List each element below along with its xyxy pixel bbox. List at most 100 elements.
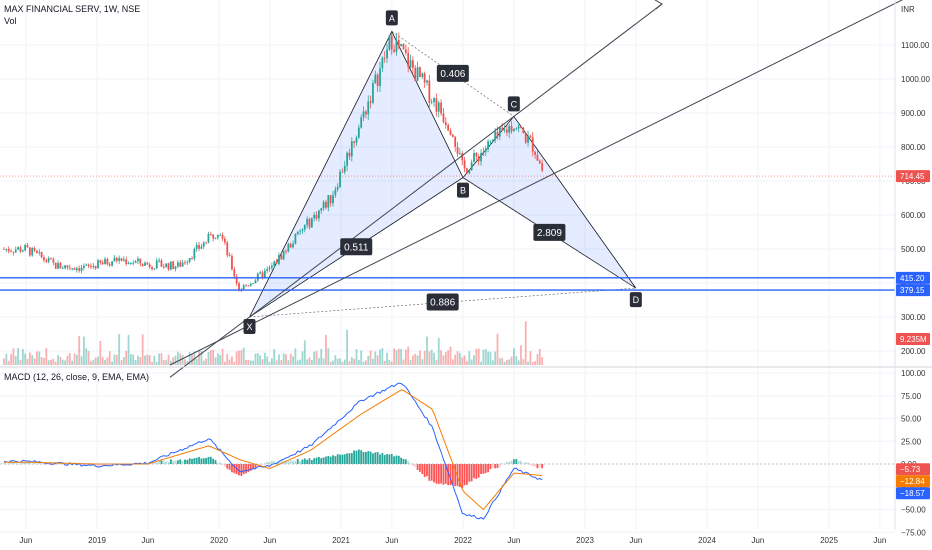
candle-body [346,152,348,166]
pattern-point-badge [629,292,642,308]
time-tick-label: 2019 [88,536,106,545]
candle-body [442,113,445,123]
macd-histogram-bar [14,463,17,464]
macd-histogram-bar [517,460,520,464]
volume-bar [379,349,381,365]
candle-body [99,260,102,263]
macd-lines [0,382,895,520]
volume-bar [423,350,426,365]
candle-body [296,231,299,234]
pattern-point-label: C [511,99,518,109]
macd-histogram-bar [433,464,435,483]
candle-body [21,250,24,252]
arrow-head-icon [654,0,663,10]
volume-bar [343,359,346,365]
macd-histogram-bar [85,464,88,466]
price-tick-label: 200.00 [901,347,926,356]
macd-histogram-bar [372,453,374,464]
volume-bar [169,360,172,365]
volume-bar [127,335,130,365]
trend-lines[interactable] [169,0,932,378]
candle-body [278,255,280,264]
trend-line-arrow[interactable] [169,3,663,378]
candle-body [463,160,466,169]
macd-histogram-bar [289,460,292,464]
time-tick-label: Jun [263,536,276,545]
volume-bar [362,361,365,365]
volume-bar [50,359,52,365]
horizontal-levels[interactable] [0,277,895,291]
macd-histogram-bar [407,460,410,464]
macd-histogram-bar [430,464,433,481]
macd-histogram-bar [506,461,508,464]
macd-histogram-bar [144,462,146,464]
time-tick-label: 2024 [698,536,716,545]
candle-body [517,126,520,129]
volume-bar [90,361,92,365]
candle-body [78,268,81,271]
time-axis[interactable]: Jun 2019 Jun 2020 Jun 2021 Jun 2022 Jun 2023 Jun 20… [19,536,886,545]
macd-axis[interactable]: 100.0075.0050.0025.000.00−25.00−50.00−75… [901,369,926,537]
macd-histogram-bar [280,460,283,464]
volume-bar [146,354,149,365]
volume-bar [226,353,229,365]
currency-label: INR [901,5,915,14]
macd-histogram-bar [228,464,231,470]
trend-line-ray[interactable] [169,0,932,366]
macd-histogram-bar [419,464,421,472]
macd-histogram-bar [367,451,370,464]
candle-body [247,285,250,287]
volume-bar [355,349,358,365]
volume-bar [442,355,445,365]
macd-histogram-bar [416,464,419,470]
macd-histogram-bar [94,464,97,467]
macd-histogram-bar [181,460,184,464]
volume-bar [153,355,156,365]
macd-histogram-bar [104,464,106,466]
volume-bar [402,359,405,365]
macd-histogram-bar [216,463,219,464]
macd-histogram-bar [273,461,276,464]
candle-body [294,233,297,244]
candle-body [101,262,104,265]
volume-bar [515,356,518,365]
volume-bar [92,359,95,365]
candle-body [419,67,421,77]
volume-bar [527,361,529,365]
volume-bar [14,356,17,365]
candle-body [242,285,245,291]
candle-body [527,135,529,143]
volume-bar [158,353,160,365]
macd-tag-text: −12.84 [900,477,925,486]
candle-body [254,280,257,284]
volume-bar [97,356,99,365]
macd-histogram-bar [395,455,398,464]
candle-body [184,262,186,264]
volume-bar [17,348,19,365]
volume-bar [247,359,250,365]
price-axis[interactable]: 1100.001000.00900.00800.00700.00600.0050… [901,41,930,356]
volume-bar [94,357,97,365]
candle-body [447,124,450,131]
candle-body [348,152,351,157]
volume-bar [282,353,285,365]
volume-bar [242,347,245,365]
macd-histogram-bar [61,463,64,465]
volume-bar [278,354,280,365]
candle-body [369,101,372,103]
candle-body [127,263,130,264]
volume-bar [353,358,356,365]
macd-histogram-bar [268,461,271,464]
volume-bar [125,350,128,365]
candle-body [73,268,76,270]
candle-body [423,73,426,83]
macd-histogram-bar [172,460,175,464]
macd-histogram-bar [336,454,339,464]
candle-body [87,264,90,266]
volume-bar [24,353,27,365]
candle-body [395,39,398,52]
candle-body [146,262,149,265]
macd-histogram-bar [489,464,492,470]
pattern-triangle-xab[interactable] [248,30,464,319]
